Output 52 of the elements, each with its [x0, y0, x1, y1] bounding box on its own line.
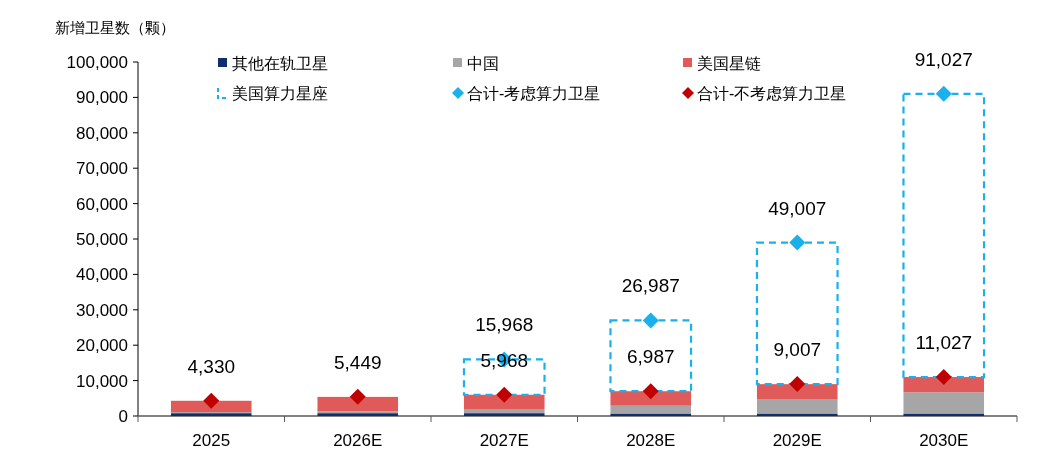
- legend-label: 合计-不考虑算力卫星: [697, 85, 847, 102]
- y-tick-label: 90,000: [76, 88, 128, 108]
- y-tick-label: 100,000: [66, 53, 128, 72]
- x-tick-label: 2028E: [626, 431, 676, 450]
- data-label: 15,968: [475, 314, 534, 336]
- bar: [610, 405, 692, 414]
- bar: [903, 377, 985, 393]
- point: [496, 386, 513, 403]
- bar: [463, 413, 545, 416]
- data-label: 4,330: [187, 355, 236, 377]
- y-tick-label: 60,000: [76, 194, 128, 214]
- legend-label: 其他在轨卫星: [232, 55, 328, 72]
- data-label: 5,449: [333, 351, 382, 373]
- y-tick-label: 50,000: [76, 230, 128, 249]
- data-label: 49,007: [768, 197, 827, 219]
- point: [203, 392, 220, 409]
- y-axis-title: 新增卫星数（颗）: [55, 19, 175, 36]
- legend-label: 美国算力星座: [232, 85, 328, 102]
- y-tick-label: 30,000: [76, 300, 128, 320]
- y-tick-label: 20,000: [76, 336, 128, 356]
- bar: [317, 396, 399, 412]
- point: [642, 312, 659, 329]
- point: [789, 234, 806, 251]
- data-label: 91,027: [914, 48, 973, 70]
- y-tick-label: 40,000: [76, 265, 128, 285]
- bar: [610, 391, 692, 406]
- x-tick-label: 2027E: [479, 431, 529, 450]
- x-tick-label: 2026E: [333, 431, 383, 450]
- y-tick-label: 0: [118, 407, 128, 426]
- data-label: 26,987: [621, 275, 680, 297]
- bar: [903, 392, 985, 414]
- y-tick-label: 80,000: [76, 123, 128, 143]
- point: [935, 368, 952, 385]
- data-label: 6,987: [626, 346, 675, 368]
- bar: [463, 394, 545, 410]
- data-label: 9,007: [773, 339, 822, 361]
- legend-label: 合计-考虑算力卫星: [467, 85, 601, 102]
- x-tick-label: 2025: [192, 431, 231, 450]
- y-tick-label: 10,000: [76, 371, 128, 391]
- bar: [756, 399, 838, 414]
- data-label: 11,027: [915, 331, 973, 353]
- point: [642, 383, 659, 400]
- point: [349, 388, 366, 405]
- point: [935, 85, 952, 102]
- legend-label: 中国: [467, 55, 499, 72]
- bar: [170, 400, 252, 413]
- legend-label: 美国星链: [697, 55, 761, 72]
- y-tick-label: 70,000: [76, 159, 128, 179]
- x-tick-label: 2030E: [919, 431, 969, 450]
- x-tick-label: 2029E: [772, 431, 822, 450]
- point: [789, 376, 806, 393]
- bar: [756, 384, 838, 400]
